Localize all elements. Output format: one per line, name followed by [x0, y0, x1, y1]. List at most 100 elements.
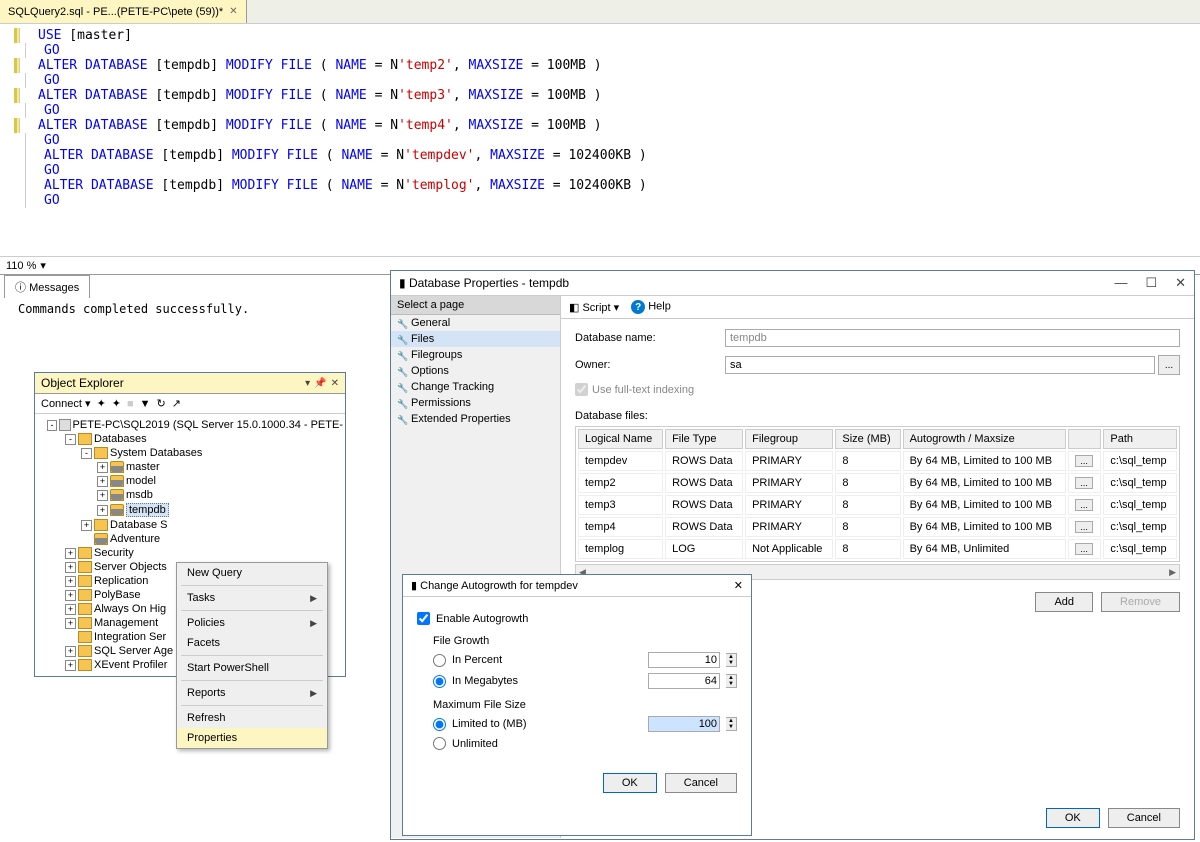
close-icon[interactable]: ✕ — [1175, 275, 1186, 291]
editor-tab[interactable]: SQLQuery2.sql - PE...(PETE-PC\pete (59))… — [0, 0, 247, 23]
context-menu-item[interactable]: Facets — [177, 633, 327, 653]
pin-icon[interactable]: 📌 — [314, 378, 326, 389]
page-item[interactable]: Change Tracking — [391, 379, 560, 395]
object-explorer-title: Object Explorer — [41, 376, 124, 390]
file-growth-label: File Growth — [433, 635, 737, 647]
dbname-label: Database name: — [575, 332, 725, 344]
limited-label: Limited to (MB) — [452, 718, 642, 730]
limited-radio[interactable] — [433, 718, 446, 731]
percent-spinner[interactable]: 10 — [648, 652, 720, 668]
max-size-label: Maximum File Size — [433, 699, 737, 711]
tree-node[interactable]: +msdb — [37, 488, 343, 502]
cancel-button[interactable]: Cancel — [1108, 808, 1180, 828]
page-item[interactable]: Extended Properties — [391, 411, 560, 427]
tree-node[interactable]: Adventure — [37, 532, 343, 546]
table-row[interactable]: templogLOGNot Applicable8By 64 MB, Unlim… — [578, 539, 1177, 559]
fulltext-checkbox — [575, 383, 588, 396]
autogrowth-button[interactable]: ... — [1075, 521, 1093, 533]
owner-label: Owner: — [575, 359, 725, 371]
object-explorer-toolbar: Connect ▾ ✦ ✦ ■ ▼ ↻ ↗ — [35, 394, 345, 414]
refresh-icon[interactable]: ↻ — [157, 397, 166, 410]
dropdown-icon[interactable]: ▾ — [305, 378, 310, 389]
connect-button[interactable]: Connect ▾ — [41, 397, 91, 410]
toolbar-icon[interactable]: ✦ — [112, 397, 121, 410]
context-menu: New Query Tasks▶ Policies▶Facets Start Powe… — [176, 562, 328, 749]
percent-radio[interactable] — [433, 654, 446, 667]
dbprop-titlebar: ▮ Database Properties - tempdb — ☐ ✕ — [391, 271, 1194, 296]
toolbar-icon[interactable]: ↗ — [172, 397, 181, 410]
close-icon[interactable]: ✕ — [734, 579, 743, 592]
minimize-icon[interactable]: — — [1114, 275, 1127, 291]
dbprop-toolbar: ◧ Script ▾ ? Help — [561, 296, 1194, 319]
db-icon: ▮ — [399, 276, 406, 290]
owner-input[interactable] — [725, 356, 1155, 374]
page-item[interactable]: Permissions — [391, 395, 560, 411]
percent-label: In Percent — [452, 654, 642, 666]
db-icon: ▮ — [411, 580, 417, 592]
autogrowth-button[interactable]: ... — [1075, 499, 1093, 511]
dbprop-title: Database Properties - tempdb — [409, 276, 569, 290]
unlimited-radio[interactable] — [433, 737, 446, 750]
megabytes-radio[interactable] — [433, 675, 446, 688]
toolbar-icon[interactable]: ■ — [127, 398, 134, 410]
tree-node[interactable]: +Security — [37, 546, 343, 560]
page-item[interactable]: Filegroups — [391, 347, 560, 363]
page-item[interactable]: Files — [391, 331, 560, 347]
messages-tab[interactable]: ⓘ Messages — [4, 275, 90, 298]
add-button[interactable]: Add — [1035, 592, 1093, 612]
filter-icon[interactable]: ▼ — [140, 398, 151, 410]
remove-button[interactable]: Remove — [1101, 592, 1180, 612]
autogrowth-button[interactable]: ... — [1075, 543, 1093, 555]
toolbar-icon[interactable]: ✦ — [97, 397, 106, 410]
context-menu-item[interactable]: Properties — [177, 728, 327, 748]
enable-autogrowth-checkbox[interactable] — [417, 612, 430, 625]
megabytes-label: In Megabytes — [452, 675, 642, 687]
table-row[interactable]: temp3ROWS DataPRIMARY8By 64 MB, Limited … — [578, 495, 1177, 515]
page-item[interactable]: General — [391, 315, 560, 331]
autogrowth-button[interactable]: ... — [1075, 455, 1093, 467]
side-header: Select a page — [391, 296, 560, 315]
tab-label: SQLQuery2.sql - PE...(PETE-PC\pete (59))… — [8, 6, 223, 18]
megabytes-spinner[interactable]: 64 — [648, 673, 720, 689]
zoom-dropdown-icon[interactable]: ▾ — [40, 259, 46, 272]
autogrowth-button[interactable]: ... — [1075, 477, 1093, 489]
close-icon[interactable]: ✕ — [331, 378, 339, 389]
table-row[interactable]: temp2ROWS DataPRIMARY8By 64 MB, Limited … — [578, 473, 1177, 493]
database-files-table[interactable]: Logical NameFile TypeFilegroupSize (MB)A… — [575, 426, 1180, 562]
sql-editor[interactable]: USE [master]GOALTER DATABASE [tempdb] MO… — [0, 24, 1200, 256]
ok-button[interactable]: OK — [1046, 808, 1100, 828]
autogrowth-dialog: ▮ Change Autogrowth for tempdev ✕ Enable… — [402, 574, 752, 836]
cancel-button[interactable]: Cancel — [665, 773, 737, 793]
context-menu-item[interactable]: Policies▶ — [177, 613, 327, 633]
table-row[interactable]: temp4ROWS DataPRIMARY8By 64 MB, Limited … — [578, 517, 1177, 537]
object-explorer-titlebar: Object Explorer ▾ 📌 ✕ — [35, 373, 345, 394]
info-icon: ⓘ — [15, 282, 26, 294]
close-icon[interactable]: ✕ — [229, 6, 237, 17]
fulltext-label: Use full-text indexing — [592, 384, 694, 396]
tree-node[interactable]: -PETE-PC\SQL2019 (SQL Server 15.0.1000.3… — [37, 418, 343, 432]
context-menu-item[interactable]: New Query — [177, 563, 327, 583]
context-menu-item[interactable]: Tasks▶ — [177, 588, 327, 608]
maximize-icon[interactable]: ☐ — [1145, 275, 1157, 291]
context-menu-item[interactable]: Start PowerShell — [177, 658, 327, 678]
table-row[interactable]: tempdevROWS DataPRIMARY8By 64 MB, Limite… — [578, 451, 1177, 471]
tree-node[interactable]: -System Databases — [37, 446, 343, 460]
unlimited-label: Unlimited — [452, 738, 498, 750]
page-item[interactable]: Options — [391, 363, 560, 379]
zoom-level: 110 % — [6, 260, 36, 272]
tree-node[interactable]: +tempdb — [37, 502, 343, 518]
owner-browse-button[interactable]: ... — [1158, 355, 1180, 375]
context-menu-item[interactable]: Reports▶ — [177, 683, 327, 703]
limited-spinner[interactable]: 100 — [648, 716, 720, 732]
ok-button[interactable]: OK — [603, 773, 657, 793]
autogrowth-titlebar: ▮ Change Autogrowth for tempdev ✕ — [403, 575, 751, 597]
help-button[interactable]: ? Help — [631, 300, 671, 314]
tree-node[interactable]: +master — [37, 460, 343, 474]
dbname-input[interactable] — [725, 329, 1180, 347]
script-button[interactable]: ◧ Script ▾ — [569, 301, 619, 314]
files-label: Database files: — [575, 410, 1180, 422]
tree-node[interactable]: -Databases — [37, 432, 343, 446]
context-menu-item[interactable]: Refresh — [177, 708, 327, 728]
tree-node[interactable]: +model — [37, 474, 343, 488]
tree-node[interactable]: +Database S — [37, 518, 343, 532]
